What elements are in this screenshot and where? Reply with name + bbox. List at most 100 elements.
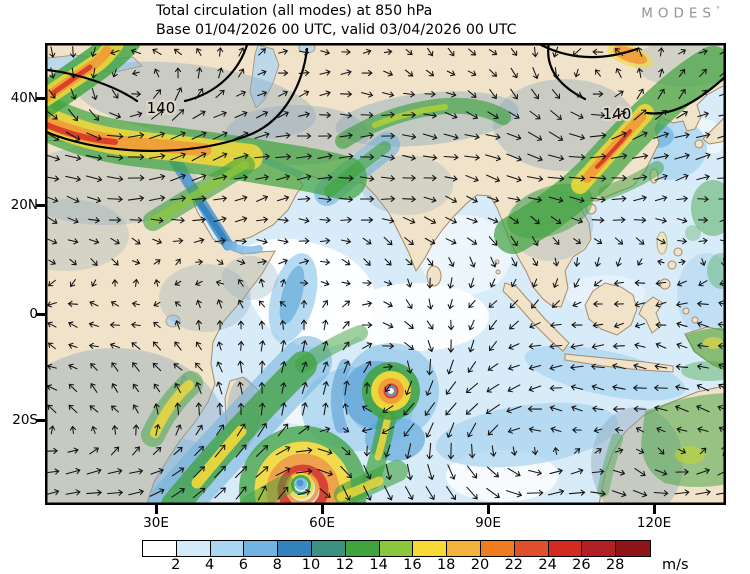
wind-arrow (466, 486, 478, 500)
chart-subtitle: Base 01/04/2026 00 UTC, valid 03/04/2026… (156, 22, 517, 38)
wind-arrow (698, 280, 708, 287)
wind-arrow (591, 384, 605, 391)
wind-arrow (339, 132, 353, 139)
wind-arrow (149, 488, 165, 497)
wind-arrow (655, 321, 667, 329)
wind-arrow (424, 237, 436, 245)
wind-arrow (258, 48, 266, 56)
wind-arrow (445, 381, 457, 395)
wind-arrow (152, 48, 162, 55)
wind-arrow (152, 238, 163, 245)
wind-arrow (359, 195, 375, 203)
wind-arrow (447, 298, 454, 310)
wind-arrow (341, 280, 351, 287)
wind-arrow (195, 424, 203, 436)
wind-arrow (237, 402, 245, 416)
wind-arrow (298, 90, 310, 97)
wind-arrow (675, 173, 689, 182)
wind-arrow (89, 300, 99, 307)
wind-arrow (466, 217, 478, 224)
wind-arrow (613, 322, 624, 329)
wind-arrow (486, 196, 500, 203)
y-tick-label: 40N (10, 90, 38, 106)
wind-arrow (363, 445, 371, 457)
wind-arrow (569, 133, 586, 141)
colorbar-cell (345, 541, 380, 556)
wind-arrow (510, 278, 517, 288)
wind-arrow (547, 154, 565, 162)
wind-arrow (132, 446, 140, 456)
wind-arrow (696, 342, 709, 349)
wind-arrow (213, 110, 227, 118)
wind-arrow (237, 320, 245, 330)
wind-arrow (485, 404, 500, 415)
wind-arrow (233, 131, 249, 140)
wind-arrow (362, 237, 372, 245)
wind-arrow (486, 383, 500, 393)
wind-arrow (511, 257, 518, 267)
wind-arrow (528, 196, 543, 203)
wind-arrow (91, 279, 97, 287)
wind-arrow (152, 362, 162, 372)
wind-arrow (338, 175, 354, 182)
wind-arrow (216, 319, 224, 330)
wind-arrow (678, 448, 687, 455)
wind-arrow (612, 342, 625, 350)
wind-arrow (593, 427, 603, 434)
wind-arrow (297, 195, 311, 202)
wind-arrow (485, 154, 502, 162)
wind-arrow (697, 111, 710, 118)
wind-arrow (277, 486, 289, 500)
wind-arrow (277, 69, 289, 77)
wind-arrow (193, 466, 205, 478)
wind-arrow (613, 300, 624, 308)
wind-arrow (591, 468, 605, 475)
wind-arrow (487, 424, 499, 436)
colorbar-cell (514, 541, 549, 556)
wind-arrow (360, 111, 374, 119)
wind-arrow (381, 175, 396, 182)
wind-arrow (340, 69, 352, 76)
wind-arrow (195, 341, 202, 351)
colorbar-tick-label: 8 (272, 557, 282, 573)
wind-arrow (174, 301, 182, 307)
logo-degree-mark: ° (716, 5, 720, 14)
wind-arrow (655, 280, 667, 287)
wind-arrow (464, 154, 481, 161)
wind-arrow (195, 381, 202, 394)
wind-arrow (275, 153, 292, 160)
wind-arrow (86, 489, 103, 496)
wind-arrow (383, 48, 393, 56)
wind-arrow (237, 381, 244, 395)
wind-arrow (528, 385, 542, 392)
wind-arrow (317, 468, 334, 477)
wind-arrow (532, 257, 539, 267)
wind-arrow (110, 49, 120, 56)
wind-arrow (46, 447, 59, 455)
wind-arrow (657, 88, 665, 100)
wind-arrow (633, 109, 647, 121)
wind-arrow (633, 363, 647, 370)
wind-arrow (531, 299, 539, 309)
wind-arrow (529, 322, 541, 329)
wind-arrow (175, 424, 182, 436)
wind-arrow (106, 175, 124, 182)
wind-arrow (653, 153, 670, 160)
wind-arrow (635, 448, 645, 455)
wind-arrow (257, 258, 267, 265)
wind-arrow (65, 467, 81, 475)
wind-arrow (676, 195, 689, 202)
wind-arrow (612, 216, 626, 224)
wind-arrow (301, 381, 308, 395)
wind-arrow (130, 48, 142, 55)
wind-arrow (361, 300, 373, 307)
wind-arrow (216, 341, 223, 351)
wind-arrow (298, 111, 311, 118)
wind-arrow (320, 259, 331, 266)
wind-arrow (611, 131, 627, 140)
wind-arrow (489, 69, 498, 77)
wind-arrow (676, 321, 688, 328)
wind-arrow (383, 280, 393, 287)
y-axis-tick (36, 313, 45, 316)
